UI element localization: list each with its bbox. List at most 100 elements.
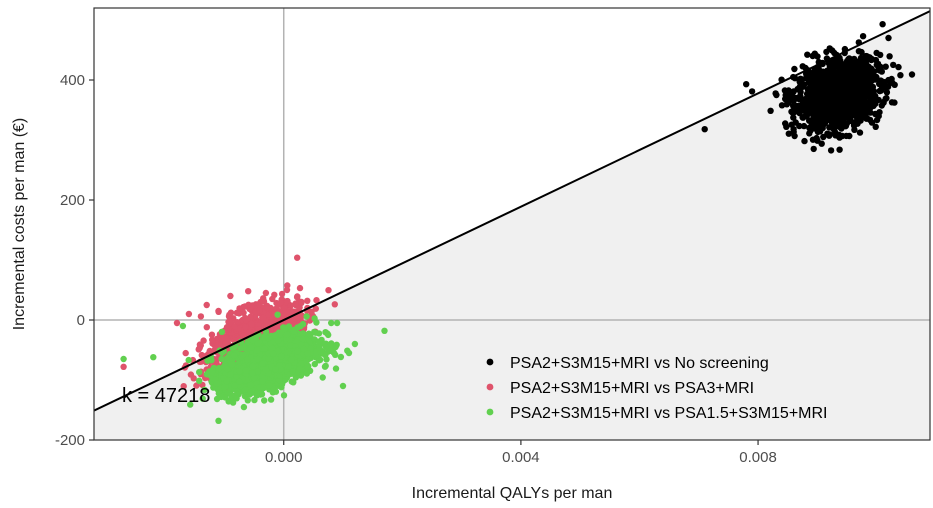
data-point [886, 53, 893, 60]
data-point [269, 295, 276, 303]
data-point [908, 71, 916, 78]
data-point [832, 83, 839, 91]
data-point [247, 388, 255, 396]
data-point [879, 21, 886, 28]
data-point [859, 33, 867, 40]
data-point [767, 107, 774, 115]
data-point [300, 335, 307, 343]
data-point [884, 83, 892, 90]
data-point [312, 348, 320, 356]
data-point [208, 331, 216, 338]
x-axis-ticks: 0.000 0.004 0.008 [265, 440, 777, 466]
data-point [193, 382, 200, 389]
data-point [150, 354, 157, 361]
data-point [801, 137, 808, 145]
data-point [281, 326, 288, 333]
data-point [333, 319, 341, 327]
data-point [260, 384, 267, 392]
data-point [292, 300, 299, 307]
data-point [331, 301, 338, 308]
data-point [872, 110, 879, 118]
data-point [313, 319, 320, 326]
data-point [874, 60, 882, 68]
data-point [230, 352, 238, 359]
data-point [843, 132, 850, 140]
data-point [218, 355, 225, 363]
data-point [872, 96, 879, 103]
data-point [203, 301, 210, 309]
data-point [859, 83, 866, 90]
data-point [820, 105, 828, 113]
data-point [873, 49, 880, 57]
data-point [381, 327, 388, 334]
legend: PSA2+S3M15+MRI vs No screening PSA2+S3M15… [486, 355, 827, 422]
data-point [840, 115, 847, 122]
data-point [251, 396, 258, 404]
data-point [244, 356, 251, 364]
legend-item-3: PSA2+S3M15+MRI vs PSA1.5+S3M15+MRI [486, 405, 827, 422]
data-point [254, 355, 262, 363]
data-point [296, 304, 303, 311]
data-point [253, 390, 260, 397]
data-point [283, 331, 291, 338]
data-point [332, 365, 340, 372]
data-point [294, 347, 301, 355]
data-point [326, 347, 334, 354]
y-tick-label: 0 [77, 312, 85, 329]
data-point [223, 324, 231, 331]
data-point [787, 96, 794, 104]
data-point [827, 147, 835, 154]
data-point [208, 369, 216, 376]
x-tick-label: 0.008 [739, 449, 777, 466]
data-point [878, 68, 885, 75]
data-point [278, 290, 286, 298]
y-tick-label: 200 [60, 192, 85, 209]
data-point [842, 122, 850, 130]
data-point [196, 368, 203, 376]
data-point [187, 371, 195, 378]
data-point [796, 122, 803, 130]
data-point [249, 362, 257, 370]
data-point [834, 102, 841, 109]
data-point [277, 299, 284, 306]
data-point [790, 114, 797, 121]
data-point [790, 102, 797, 110]
data-point [848, 68, 856, 75]
data-point [850, 122, 858, 129]
data-point [290, 328, 298, 335]
legend-key [486, 408, 494, 416]
data-point [287, 302, 294, 309]
data-point [805, 109, 812, 117]
data-point [882, 95, 889, 102]
legend-label: PSA2+S3M15+MRI vs PSA3+MRI [510, 380, 754, 397]
data-point [222, 340, 229, 347]
data-point [261, 345, 268, 352]
data-point [820, 133, 827, 141]
data-point [800, 122, 808, 130]
data-point [203, 324, 210, 331]
data-point [248, 344, 255, 351]
data-point [829, 47, 836, 54]
data-point [322, 362, 329, 370]
data-point [891, 81, 898, 89]
data-point [882, 63, 889, 70]
data-point [245, 301, 252, 308]
data-point [269, 350, 277, 357]
data-point [215, 307, 222, 315]
data-point [832, 129, 839, 136]
data-point [260, 334, 267, 341]
data-point [322, 343, 330, 351]
data-point [303, 370, 311, 377]
data-point [264, 304, 271, 311]
data-point [120, 363, 127, 370]
data-point [281, 304, 288, 312]
data-point [773, 91, 780, 99]
data-point [806, 77, 813, 84]
data-point [249, 369, 256, 377]
data-point [240, 403, 248, 411]
data-point [305, 330, 313, 337]
data-point [895, 63, 902, 71]
data-point [248, 320, 255, 328]
data-point [208, 357, 215, 364]
legend-item-2: PSA2+S3M15+MRI vs PSA3+MRI [486, 380, 754, 397]
